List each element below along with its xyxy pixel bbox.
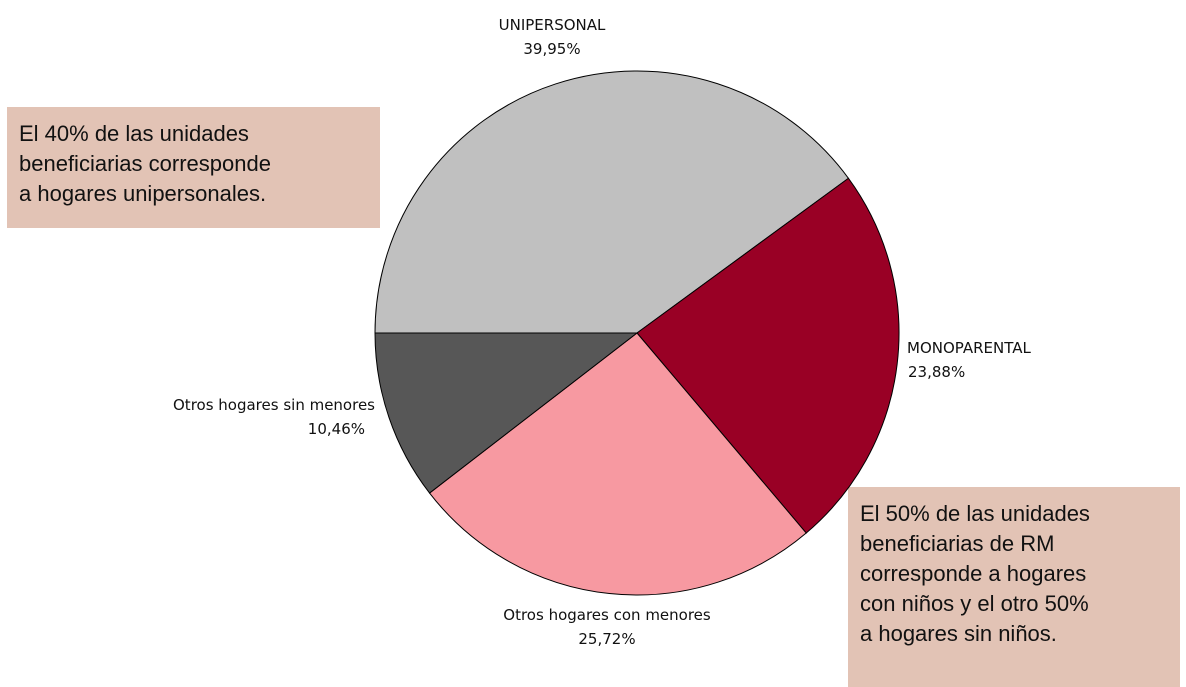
slice-label: MONOPARENTAL [907, 339, 1032, 357]
slice-label: UNIPERSONAL [499, 16, 606, 34]
annotation-text: con niños y el otro 50% [860, 591, 1089, 616]
pie-slice [374, 332, 639, 494]
annotation-box [7, 107, 380, 228]
annotation-box [848, 487, 1180, 687]
annotation-text: a hogares unipersonales. [19, 181, 266, 206]
slice-value-label: 10,46% [308, 420, 365, 438]
annotation-text: corresponde a hogares [860, 561, 1086, 586]
pie-slice [636, 177, 900, 534]
annotation-text: beneficiarias corresponde [19, 151, 271, 176]
pie-slice [374, 70, 850, 334]
slice-value-label: 25,72% [578, 630, 635, 648]
annotation-text: El 40% de las unidades [19, 121, 249, 146]
slice-value-label: 23,88% [908, 363, 965, 381]
annotation-text: beneficiarias de RM [860, 531, 1054, 556]
annotation-text: El 50% de las unidades [860, 501, 1090, 526]
slice-label: Otros hogares sin menores [173, 396, 375, 414]
annotation-text: a hogares sin niños. [860, 621, 1057, 646]
slice-label: Otros hogares con menores [503, 606, 711, 624]
slice-value-label: 39,95% [523, 40, 580, 58]
pie-slice [428, 332, 807, 596]
